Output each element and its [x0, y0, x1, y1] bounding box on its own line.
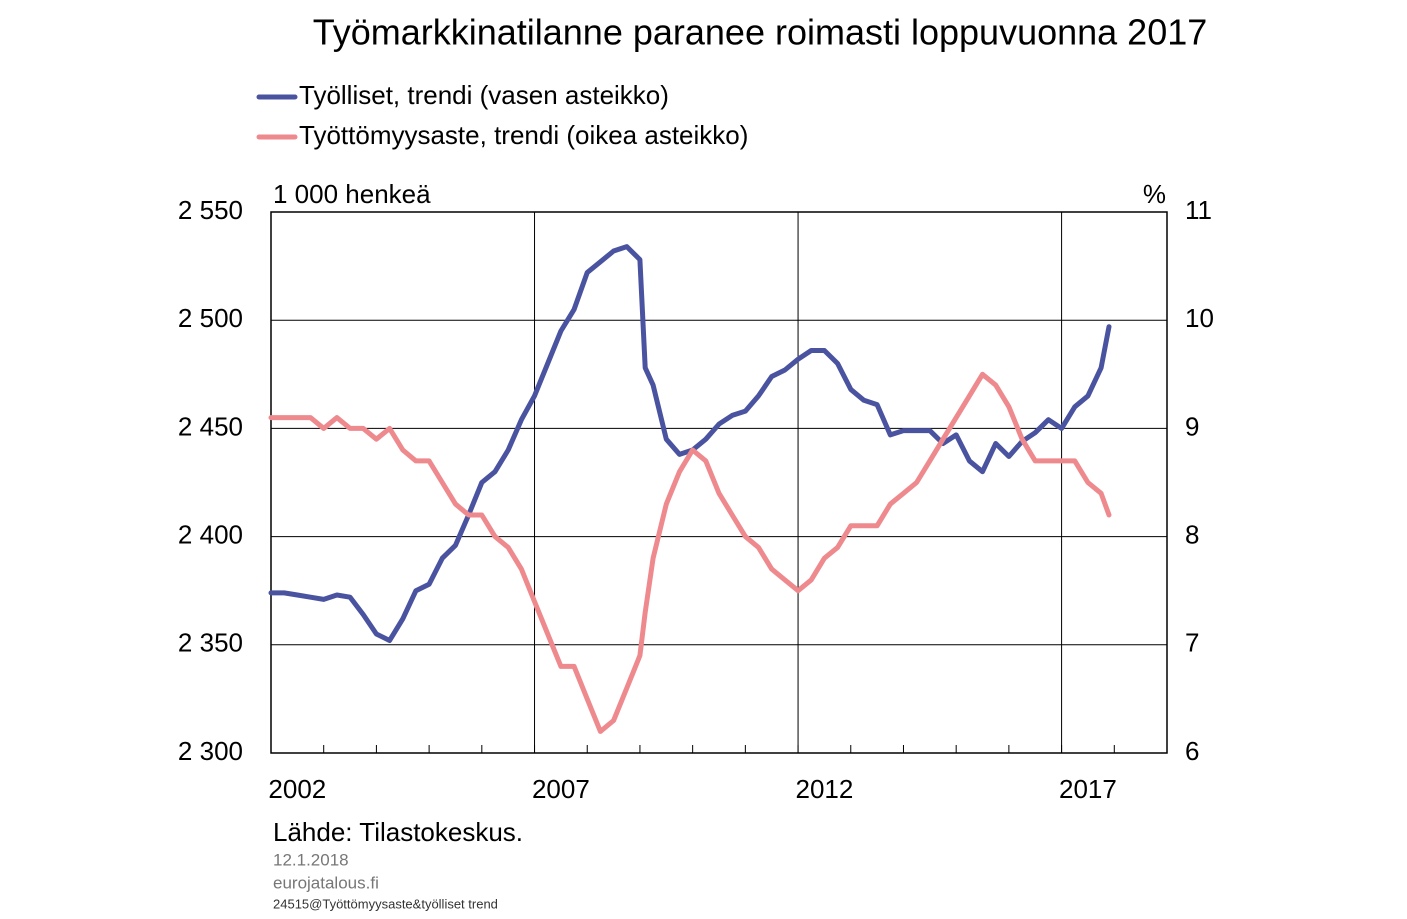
plot-frame	[270, 211, 1168, 754]
legend-label: Työttömyysaste, trendi (oikea asteikko)	[299, 120, 748, 150]
date: 12.1.2018	[273, 850, 349, 869]
source: Lähde: Tilastokeskus.	[273, 817, 523, 847]
x-tick-label: 2017	[1059, 774, 1117, 804]
website: eurojatalous.fi	[273, 873, 379, 892]
y-tick-label: 2 500	[178, 303, 243, 333]
series-line	[268, 371, 1112, 734]
y-tick-label: 2 300	[178, 736, 243, 766]
y-tick-label: 2 400	[178, 519, 243, 549]
y-tick-label: 2 450	[178, 411, 243, 441]
y2-tick-label: 8	[1185, 519, 1199, 549]
y2-tick-label: 6	[1185, 736, 1199, 766]
y2-tick-label: 11	[1185, 195, 1212, 225]
file-id: 24515@Työttömyysaste&työlliset trend	[273, 896, 498, 911]
y2-tick-label: 7	[1185, 628, 1199, 658]
x-tick-label: 2007	[532, 774, 590, 804]
x-tick-label: 2002	[268, 774, 326, 804]
y2-tick-label: 9	[1185, 411, 1199, 441]
legend-label: Työlliset, trendi (vasen asteikko)	[299, 80, 669, 110]
x-tick-label: 2012	[795, 774, 853, 804]
y-unit-label: 1 000 henkeä	[273, 179, 431, 209]
y2-unit-label: %	[1143, 179, 1166, 209]
chart-title: Työmarkkinatilanne paranee roimasti lopp…	[313, 12, 1208, 53]
y-tick-label: 2 350	[178, 628, 243, 658]
y2-tick-label: 10	[1185, 303, 1214, 333]
y-tick-label: 2 550	[178, 195, 243, 225]
series-line	[268, 244, 1112, 643]
